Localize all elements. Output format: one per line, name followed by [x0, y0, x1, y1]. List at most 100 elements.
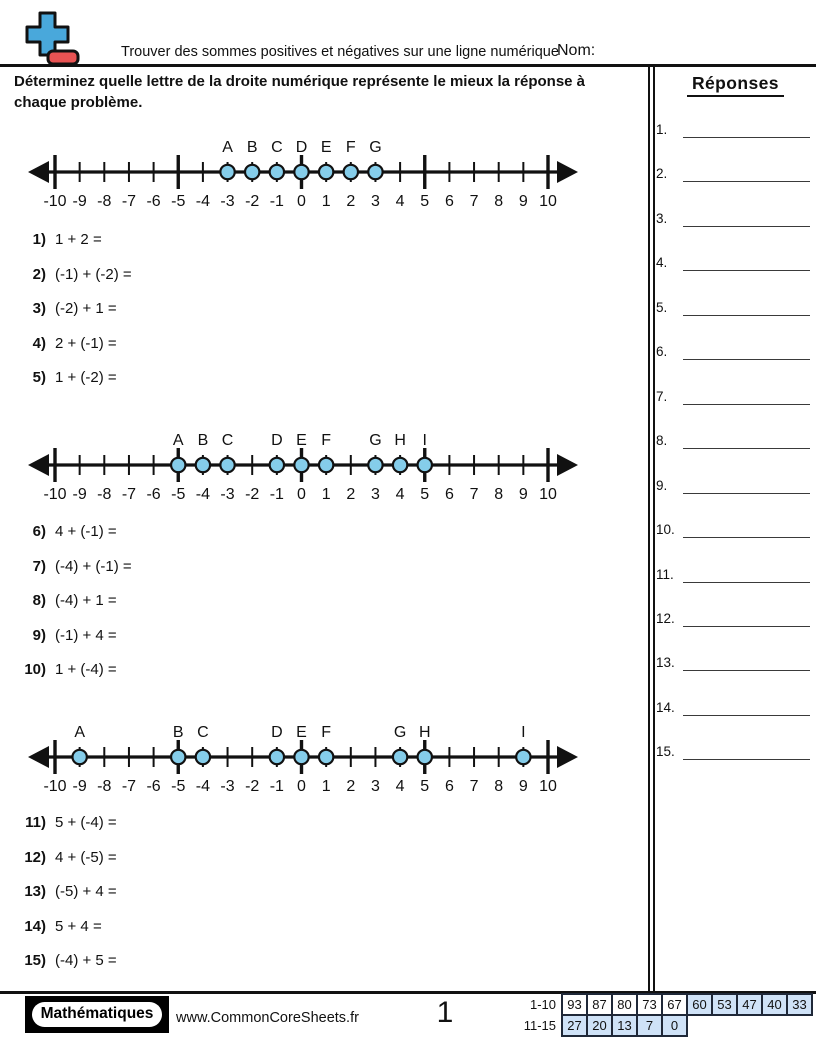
answer-number: 15. — [656, 744, 675, 760]
score-cell: 27 — [561, 1014, 588, 1037]
answer-blank[interactable] — [683, 694, 810, 716]
problem-14: 14) 5 + 4 = — [8, 917, 101, 936]
point-label-E: E — [296, 432, 307, 449]
answer-number: 4. — [656, 255, 668, 271]
point-D — [268, 456, 286, 474]
point-label-D: D — [271, 432, 283, 449]
point-label-I: I — [521, 724, 525, 741]
svg-text:8: 8 — [494, 193, 503, 210]
svg-text:1: 1 — [322, 778, 331, 795]
svg-text:-2: -2 — [245, 486, 259, 503]
score-cell: 33 — [786, 993, 813, 1016]
problem-6: 6) 4 + (-1) = — [8, 522, 117, 541]
number-line-2: -10 -9 -8 -7 -6 -5 -4 -3 -2 -1 0 1 2 3 4 5 6 7 8 9 10A B C D E F G… — [28, 432, 578, 503]
point-label-C: C — [271, 139, 283, 156]
answer-blank[interactable] — [683, 294, 810, 316]
number-line-1: -10 -9 -8 -7 -6 -5 -4 -3 -2 -1 0 1 2 3 4 5 6 7 8 9 10A B C D E F G — [28, 139, 578, 210]
answer-blank[interactable] — [683, 338, 810, 361]
problem-number: 4) — [32, 334, 46, 352]
answer-blank[interactable] — [683, 605, 810, 627]
svg-text:5: 5 — [420, 486, 429, 503]
problem-expression: 4 + (-1) = — [55, 523, 117, 540]
point-B — [194, 456, 212, 474]
point-label-C: C — [197, 724, 209, 741]
score-cell: 73 — [636, 993, 663, 1016]
answer-number: 2. — [656, 166, 668, 182]
answer-blank[interactable] — [683, 383, 810, 405]
number-line-3: -10 -9 -8 -7 -6 -5 -4 -3 -2 -1 0 1 2 3 4 5 6 7 8 9 10A B C D E F G… — [28, 724, 578, 795]
svg-text:-9: -9 — [73, 778, 87, 795]
point-A — [169, 456, 187, 474]
problem-12: 12) 4 + (-5) = — [8, 848, 117, 867]
point-C — [194, 748, 212, 766]
answer-blank[interactable] — [683, 472, 810, 494]
point-label-D: D — [271, 724, 283, 741]
worksheet-title: Trouver des sommes positives et négative… — [121, 44, 559, 60]
problem-11: 11) 5 + (-4) = — [8, 813, 117, 832]
problem-7: 7) (-4) + (-1) = — [8, 557, 132, 576]
point-G — [367, 163, 384, 181]
svg-text:-5: -5 — [171, 778, 185, 795]
answer-blank[interactable] — [683, 649, 810, 672]
answer-row-9: 9. — [656, 472, 810, 494]
svg-text:-7: -7 — [122, 778, 136, 795]
point-label-C: C — [222, 432, 234, 449]
score-range-label: 11-15 — [523, 1018, 556, 1033]
point-label-H: H — [419, 724, 431, 741]
svg-text:-2: -2 — [245, 778, 259, 795]
problem-number: 6) — [32, 523, 46, 540]
svg-text:4: 4 — [396, 193, 405, 210]
plus-minus-logo-icon — [25, 11, 80, 66]
answer-blank[interactable] — [683, 738, 810, 761]
answer-row-7: 7. — [656, 383, 810, 405]
answer-row-12: 12. — [656, 605, 810, 627]
point-label-F: F — [321, 724, 331, 741]
point-C — [268, 163, 286, 181]
point-I — [515, 748, 532, 766]
score-range-label: 1-10 — [529, 997, 556, 1012]
left-arrow-icon — [28, 454, 49, 476]
problem-expression: 1 + (-4) = — [55, 661, 117, 679]
right-arrow-icon — [557, 454, 578, 476]
svg-text:8: 8 — [494, 486, 503, 503]
point-H — [391, 456, 409, 474]
answer-blank[interactable] — [683, 116, 810, 138]
svg-text:7: 7 — [470, 486, 479, 503]
answer-blank[interactable] — [683, 427, 810, 450]
answer-number: 13. — [656, 655, 675, 671]
answer-blank[interactable] — [683, 205, 810, 227]
answer-row-2: 2. — [656, 160, 810, 183]
problem-number: 2) — [32, 265, 46, 283]
problem-number: 7) — [32, 557, 46, 575]
answer-blank[interactable] — [683, 160, 810, 183]
answer-row-4: 4. — [656, 249, 810, 272]
point-B — [243, 163, 261, 181]
score-cell: 53 — [711, 993, 738, 1016]
svg-text:0: 0 — [297, 486, 306, 503]
problem-expression: 4 + (-5) = — [55, 848, 117, 866]
score-cell: 93 — [561, 993, 588, 1016]
problem-13: 13) (-5) + 4 = — [8, 882, 116, 901]
answer-blank[interactable] — [683, 561, 810, 583]
svg-text:-5: -5 — [171, 193, 185, 210]
svg-text:-6: -6 — [146, 486, 160, 503]
svg-text:8: 8 — [494, 778, 503, 795]
point-label-G: G — [394, 724, 406, 741]
point-label-A: A — [222, 139, 233, 156]
svg-text:9: 9 — [519, 778, 528, 795]
brand-label: Mathématiques — [31, 1002, 163, 1027]
score-cell: 80 — [611, 993, 638, 1016]
score-cell: 87 — [586, 993, 613, 1016]
answer-row-15: 15. — [656, 738, 810, 761]
answer-number: 9. — [656, 477, 668, 493]
answer-blank[interactable] — [683, 249, 810, 272]
problem-number: 12) — [24, 848, 46, 866]
svg-text:-3: -3 — [220, 193, 234, 210]
problem-9: 9) (-1) + 4 = — [8, 626, 117, 645]
answer-blank[interactable] — [683, 516, 810, 539]
answer-number: 11. — [656, 566, 674, 582]
header-divider — [0, 64, 816, 67]
point-label-B: B — [173, 724, 184, 741]
svg-text:-10: -10 — [43, 193, 66, 210]
svg-text:-9: -9 — [73, 193, 87, 210]
